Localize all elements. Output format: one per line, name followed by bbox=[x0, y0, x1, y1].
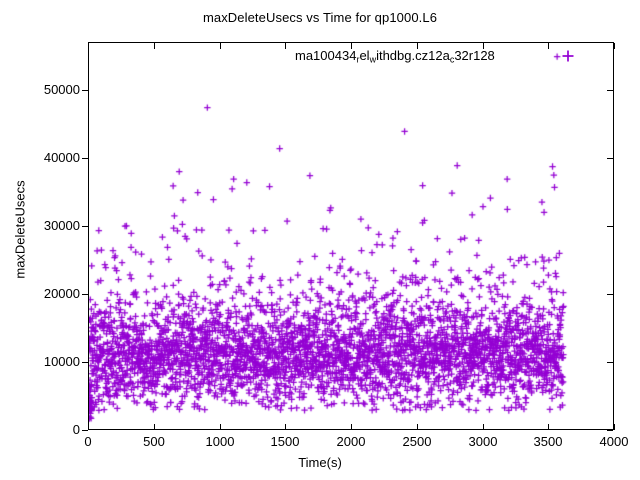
y-tick-mark bbox=[82, 90, 88, 91]
x-tick-mark bbox=[548, 424, 549, 430]
y-tick-mark-right bbox=[607, 90, 613, 91]
x-tick-label: 1500 bbox=[270, 434, 300, 449]
x-tick-mark-top bbox=[483, 43, 484, 49]
y-tick-mark-right bbox=[607, 158, 613, 159]
legend-plus-marker-icon bbox=[561, 49, 575, 63]
x-tick-label: 0 bbox=[84, 434, 92, 449]
y-tick-label: 50000 bbox=[43, 82, 80, 97]
x-tick-mark-top bbox=[285, 43, 286, 49]
x-tick-mark bbox=[220, 424, 221, 430]
y-tick-mark bbox=[82, 430, 88, 431]
y-tick-label: 0 bbox=[72, 422, 80, 437]
x-tick-label: 3500 bbox=[533, 434, 563, 449]
x-tick-mark-top bbox=[614, 43, 615, 49]
x-tick-mark bbox=[483, 424, 484, 430]
x-tick-mark bbox=[614, 424, 615, 430]
y-tick-mark bbox=[82, 226, 88, 227]
y-tick-mark-right bbox=[607, 362, 613, 363]
y-tick-mark-right bbox=[607, 226, 613, 227]
x-tick-mark-top bbox=[88, 43, 89, 49]
y-tick-mark bbox=[82, 294, 88, 295]
x-tick-mark-top bbox=[351, 43, 352, 49]
legend: ma100434relwithdbg.cz12ac32r128 bbox=[287, 43, 613, 70]
x-tick-label: 2000 bbox=[336, 434, 366, 449]
x-tick-mark-top bbox=[220, 43, 221, 49]
y-tick-mark-right bbox=[607, 294, 613, 295]
x-tick-label: 3000 bbox=[468, 434, 498, 449]
x-tick-label: 2500 bbox=[402, 434, 432, 449]
x-axis-label: Time(s) bbox=[298, 455, 342, 470]
x-tick-label: 4000 bbox=[599, 434, 629, 449]
x-tick-mark-top bbox=[154, 43, 155, 49]
y-tick-label: 40000 bbox=[43, 150, 80, 165]
x-tick-label: 1000 bbox=[205, 434, 235, 449]
x-tick-label: 500 bbox=[143, 434, 165, 449]
y-tick-label: 30000 bbox=[43, 218, 80, 233]
y-tick-mark-right bbox=[607, 430, 613, 431]
y-tick-label: 10000 bbox=[43, 354, 80, 369]
chart-title: maxDeleteUsecs vs Time for qp1000.L6 bbox=[202, 10, 438, 25]
y-tick-label: 20000 bbox=[43, 286, 80, 301]
x-tick-mark-top bbox=[548, 43, 549, 49]
legend-entry-label: ma100434relwithdbg.cz12ac32r128 bbox=[295, 48, 495, 65]
x-tick-mark bbox=[417, 424, 418, 430]
x-tick-mark bbox=[154, 424, 155, 430]
y-tick-mark bbox=[82, 158, 88, 159]
y-tick-mark bbox=[82, 362, 88, 363]
y-axis-label: maxDeleteUsecs bbox=[12, 180, 28, 279]
x-tick-mark bbox=[351, 424, 352, 430]
x-tick-mark bbox=[88, 424, 89, 430]
x-tick-mark-top bbox=[417, 43, 418, 49]
x-tick-mark bbox=[285, 424, 286, 430]
plot-area bbox=[88, 42, 615, 431]
scatter-plot-canvas bbox=[89, 43, 615, 431]
